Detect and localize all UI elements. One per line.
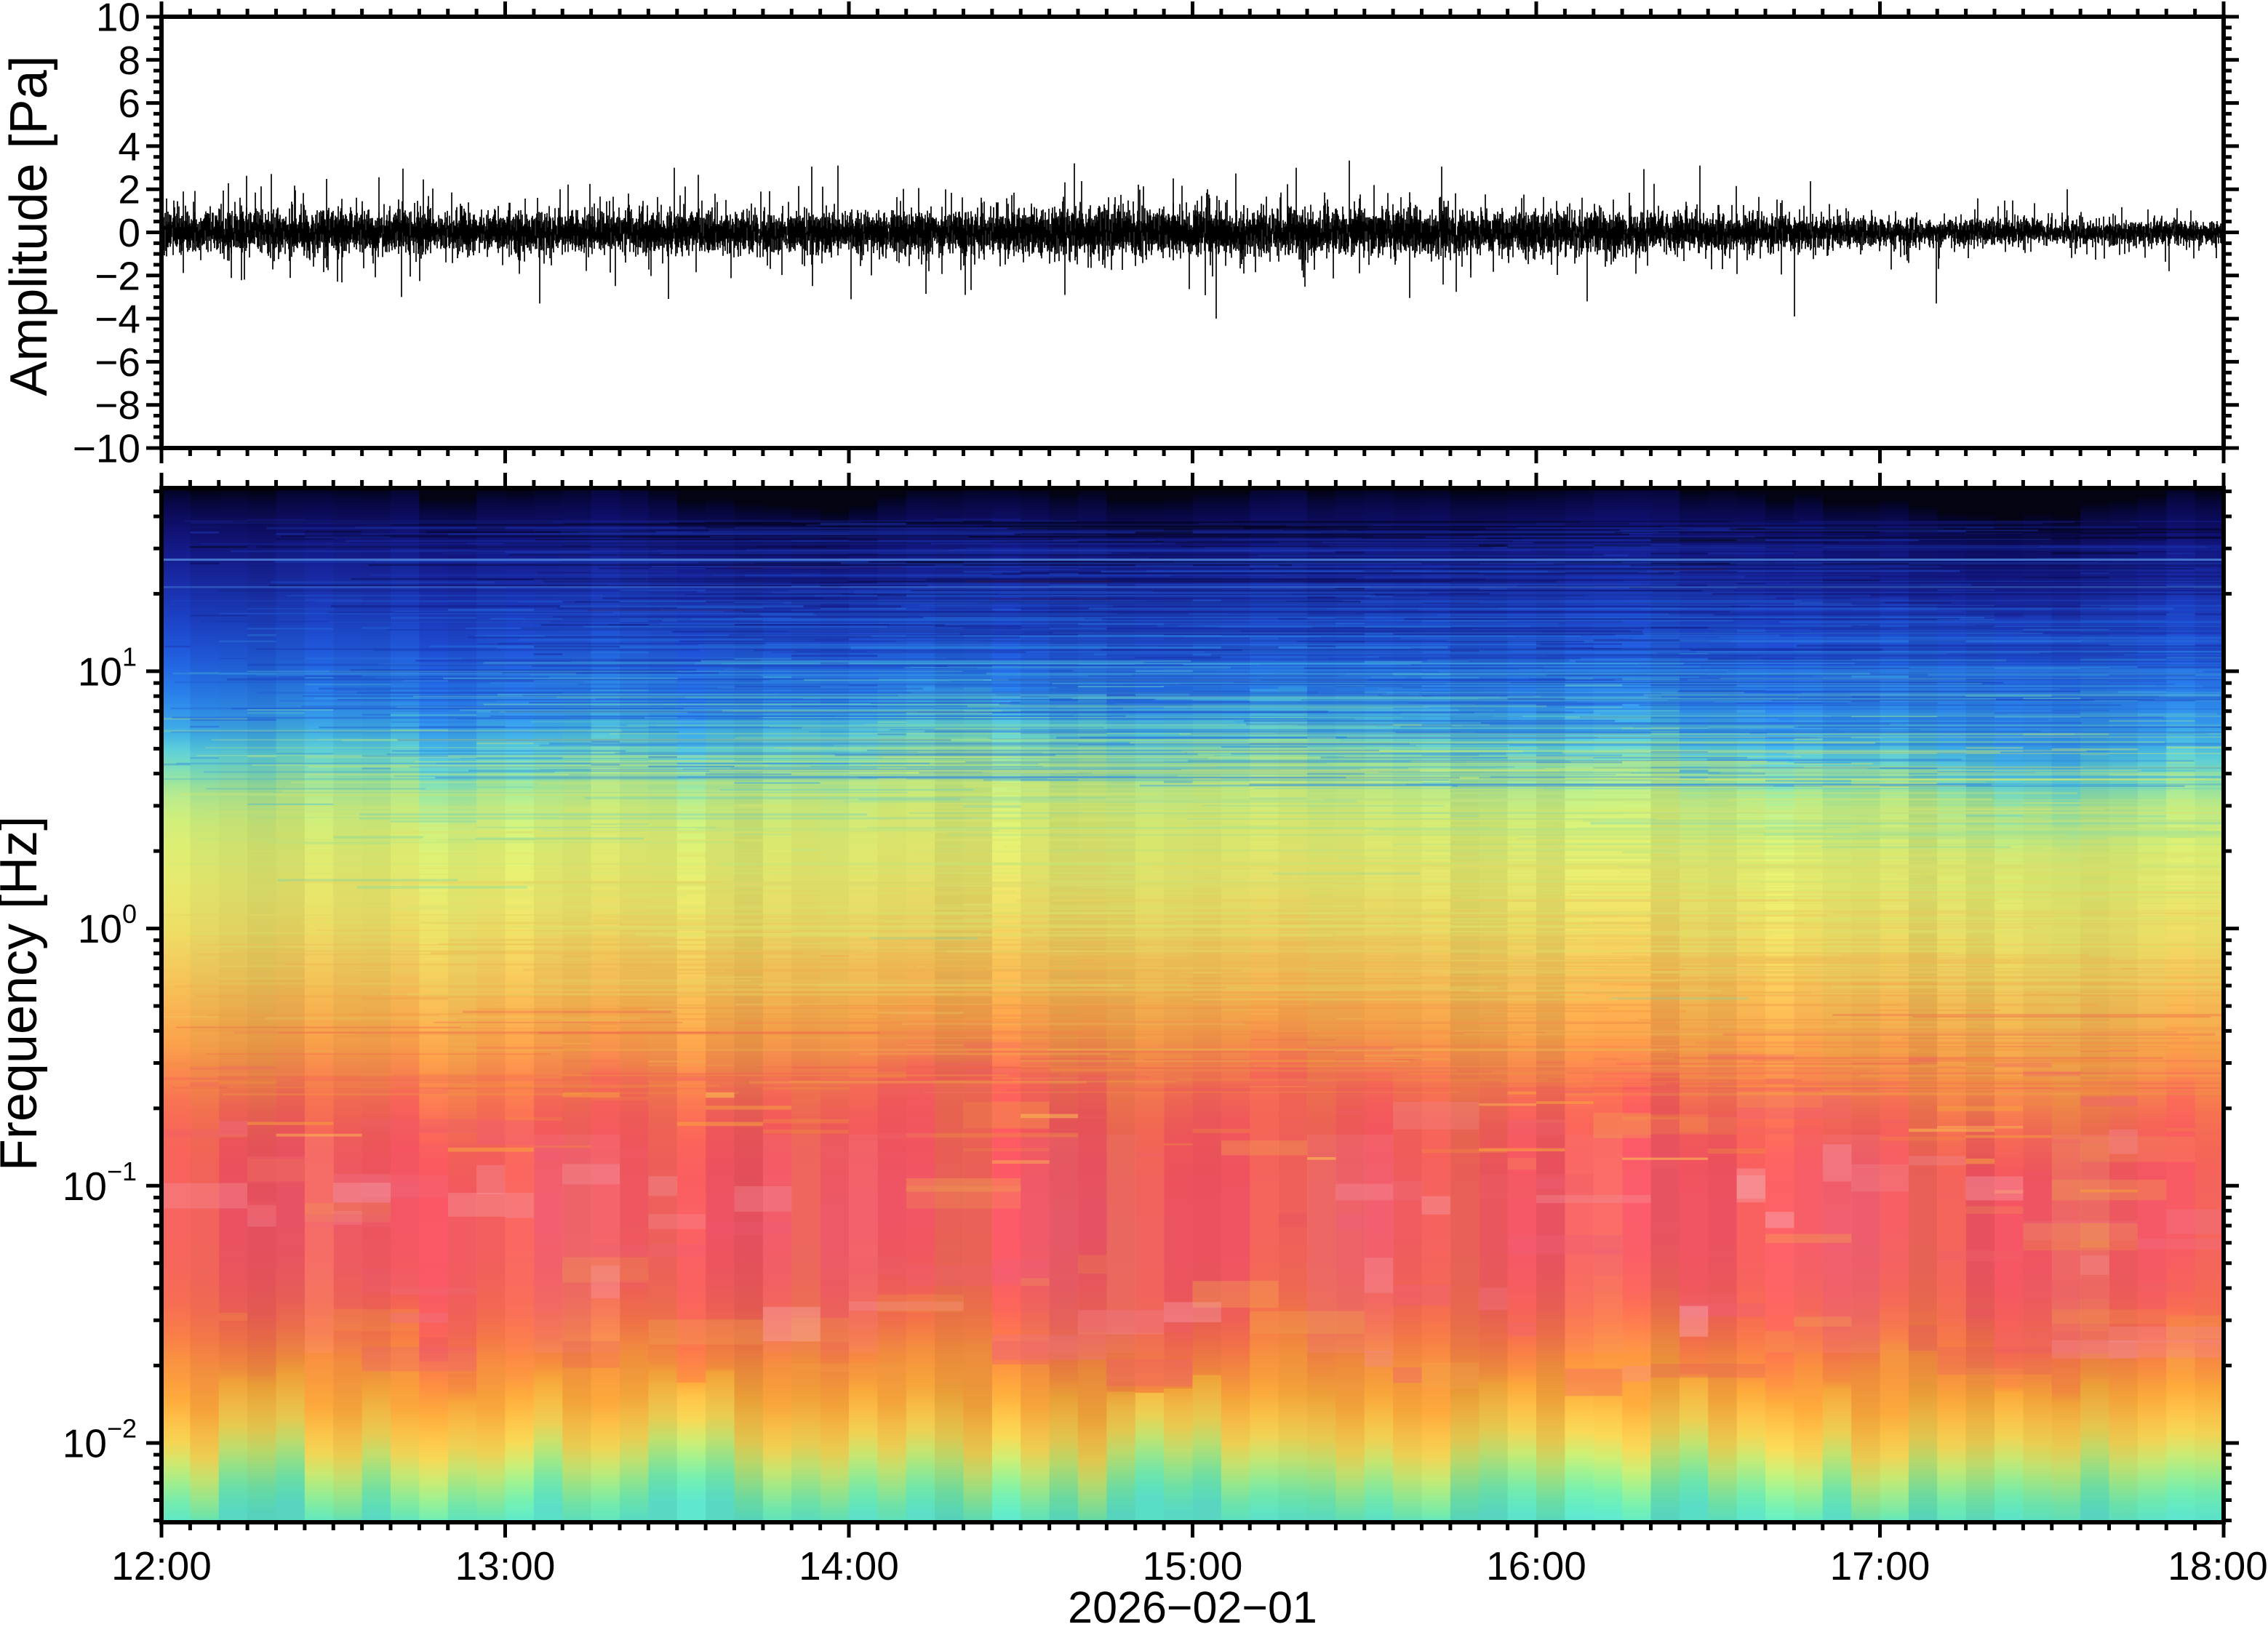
svg-text:−4: −4 — [95, 297, 140, 342]
svg-text:17:00: 17:00 — [1830, 1543, 1930, 1588]
svg-text:−6: −6 — [95, 340, 140, 385]
svg-text:2026−02−01: 2026−02−01 — [1068, 1583, 1317, 1623]
svg-text:16:00: 16:00 — [1486, 1543, 1586, 1588]
svg-text:18:00: 18:00 — [2168, 1543, 2268, 1588]
svg-text:Frequency [Hz]: Frequency [Hz] — [0, 816, 48, 1171]
svg-text:12:00: 12:00 — [111, 1543, 212, 1588]
svg-text:6: 6 — [118, 81, 140, 126]
svg-text:100: 100 — [78, 899, 137, 951]
svg-text:15:00: 15:00 — [1143, 1543, 1243, 1588]
svg-text:2: 2 — [118, 167, 140, 212]
svg-text:14:00: 14:00 — [799, 1543, 899, 1588]
svg-text:4: 4 — [118, 124, 140, 169]
svg-text:0: 0 — [118, 210, 140, 255]
svg-text:−2: −2 — [95, 253, 140, 298]
svg-text:13:00: 13:00 — [455, 1543, 556, 1588]
svg-text:−8: −8 — [95, 383, 140, 428]
svg-text:−10: −10 — [73, 426, 140, 471]
svg-text:10: 10 — [96, 0, 140, 40]
svg-text:8: 8 — [118, 38, 140, 83]
svg-text:Amplitude [Pa]: Amplitude [Pa] — [0, 55, 58, 396]
